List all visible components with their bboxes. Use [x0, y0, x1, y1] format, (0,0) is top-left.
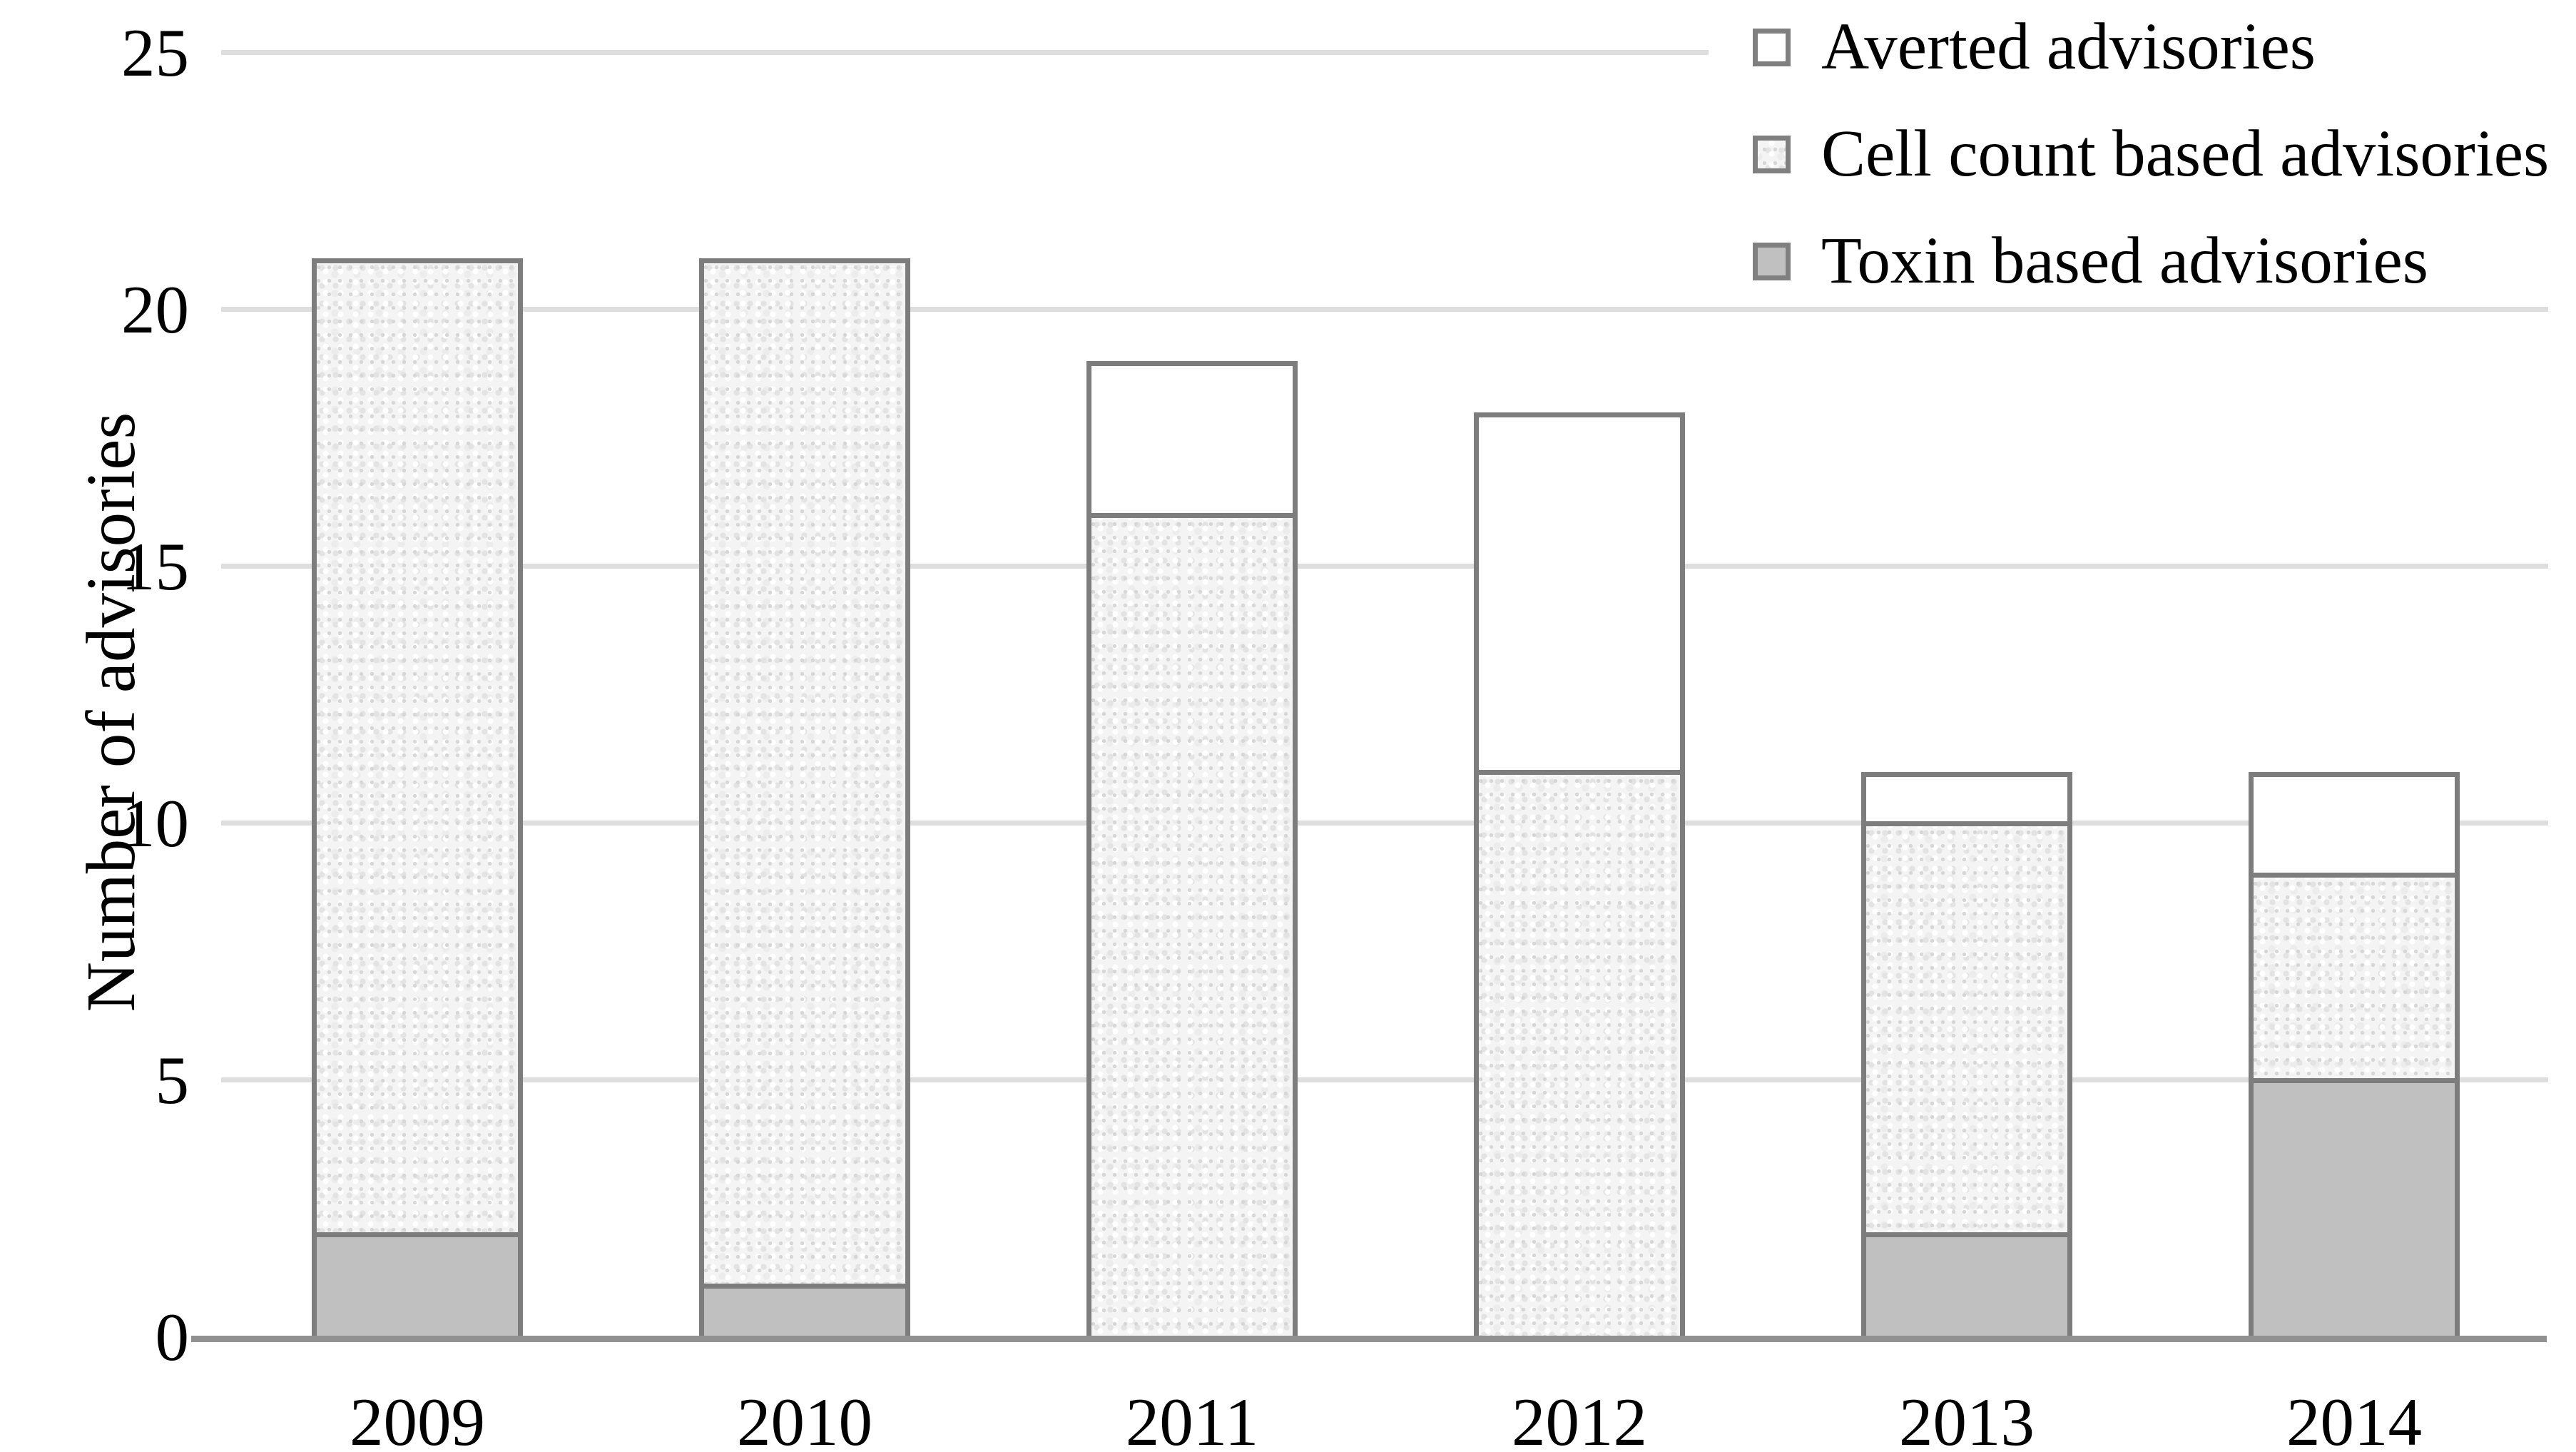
y-tick-label: 15: [121, 529, 189, 604]
y-tick-label: 10: [121, 786, 189, 861]
bar-segment-toxin: [1861, 1234, 2072, 1337]
y-tick-label: 20: [121, 272, 189, 347]
x-tick-label: 2009: [350, 1384, 485, 1452]
gridline: [221, 50, 1709, 55]
legend-item: Cell count based advisories: [1753, 117, 2549, 191]
x-tick-label: 2011: [1125, 1384, 1259, 1452]
bar-segment-divider: [1086, 513, 1298, 518]
bar-segment-divider: [1861, 821, 2072, 826]
legend-item: Toxin based advisories: [1753, 224, 2428, 298]
bar-segment-divider: [2249, 1078, 2460, 1083]
x-tick-label: 2014: [2286, 1384, 2422, 1452]
bar-segment-divider: [1861, 1232, 2072, 1237]
bar-segment-cell: [1861, 823, 2072, 1234]
bar-outline: [699, 258, 910, 1341]
bar-segment-averted: [1474, 412, 1685, 772]
x-tick-label: 2010: [737, 1384, 872, 1452]
bar-segment-divider: [699, 1284, 910, 1289]
gridline: [221, 564, 2548, 569]
x-tick-label: 2012: [1512, 1384, 1647, 1452]
y-tick-label: 5: [155, 1042, 190, 1118]
bar-segment-averted: [1861, 772, 2072, 823]
bar-segment-cell: [2249, 875, 2460, 1080]
bar-segment-toxin: [312, 1234, 523, 1337]
legend-swatch-toxin-icon: [1753, 242, 1791, 280]
gridline: [221, 1077, 2548, 1082]
bar-segment-toxin: [699, 1286, 910, 1337]
legend-swatch-averted-icon: [1753, 28, 1791, 66]
bar-outline: [1474, 412, 1685, 1341]
bar-outline: [1086, 361, 1298, 1341]
bar-segment-divider: [1474, 770, 1685, 775]
bar-segment-cell: [312, 258, 523, 1234]
x-tick-label: 2013: [1899, 1384, 2035, 1452]
legend-item-label: Averted advisories: [1821, 10, 2316, 83]
legend-item: Averted advisories: [1753, 10, 2316, 84]
gridline: [221, 821, 2548, 826]
bar-segment-divider: [312, 1232, 523, 1237]
legend-item-label: Cell count based advisories: [1821, 117, 2550, 191]
bar-segment-cell: [699, 258, 910, 1286]
y-tick-label: 0: [155, 1299, 190, 1375]
bar-segment-toxin: [2249, 1080, 2460, 1337]
gridline: [221, 307, 2548, 312]
bar-segment-cell: [1086, 515, 1298, 1337]
bar-outline: [2249, 772, 2460, 1341]
legend-item-label: Toxin based advisories: [1821, 224, 2428, 298]
y-tick-label: 25: [121, 15, 189, 91]
bar-outline: [312, 258, 523, 1341]
bar-segment-averted: [2249, 772, 2460, 875]
x-axis-line: [191, 1336, 2547, 1342]
bar-outline: [1861, 772, 2072, 1341]
bar-segment-averted: [1086, 361, 1298, 515]
y-axis-title: Number of advisories: [73, 412, 149, 1012]
legend-swatch-cell-icon: [1753, 135, 1791, 173]
bar-segment-cell: [1474, 772, 1685, 1337]
bar-segment-divider: [2249, 873, 2460, 878]
